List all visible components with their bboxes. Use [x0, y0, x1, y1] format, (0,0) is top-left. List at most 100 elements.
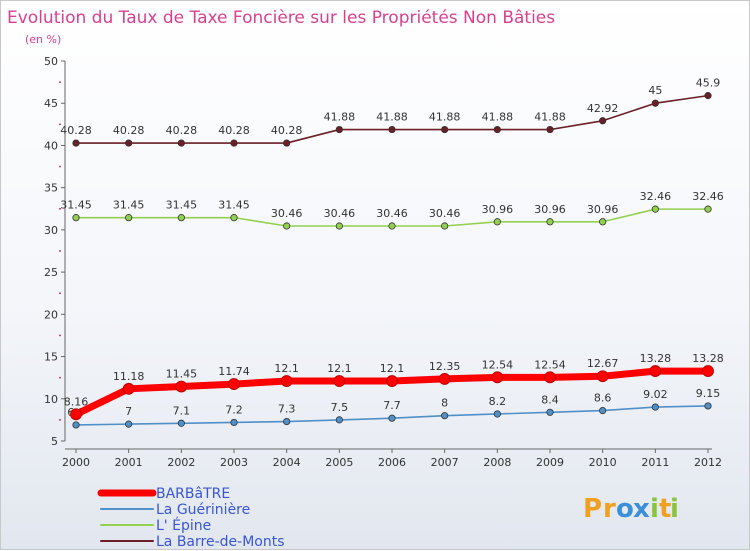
data-label: 31.45: [218, 199, 250, 212]
data-point: [72, 214, 80, 222]
data-point: [70, 408, 82, 421]
data-point: [388, 414, 396, 422]
data-point: [438, 373, 451, 385]
x-tick-label: 2010: [589, 456, 617, 469]
data-label: 31.45: [60, 199, 92, 212]
y-tick-label: 5: [51, 435, 58, 448]
x-tick-label: 2002: [167, 456, 195, 469]
data-label: 11.45: [166, 368, 198, 381]
data-point: [651, 99, 659, 107]
y-tick-label: 10: [44, 393, 58, 406]
data-label: 12.35: [429, 360, 461, 373]
x-tick-label: 2006: [378, 456, 406, 469]
data-label: 30.96: [587, 203, 619, 216]
data-point: [125, 139, 133, 147]
legend-label: BARBâTRE: [156, 486, 230, 502]
data-point: [491, 371, 504, 384]
data-point: [177, 214, 185, 222]
data-label: 30.46: [429, 207, 461, 220]
chart-title: Evolution du Taux de Taxe Foncière sur l…: [7, 8, 555, 28]
data-label: 30.96: [482, 203, 514, 216]
logo-letter: t: [659, 494, 671, 524]
y-tick-label: 40: [44, 139, 58, 152]
data-point: [599, 406, 607, 415]
x-tick-label: 2001: [115, 456, 143, 469]
data-label: 12.1: [380, 362, 405, 375]
logo-letter: r: [603, 494, 616, 524]
data-label: 41.88: [324, 111, 356, 124]
y-tick-label: 50: [44, 55, 58, 68]
data-label: 7.3: [278, 403, 296, 416]
data-label: 45.9: [696, 77, 721, 90]
x-tick-label: 2003: [220, 456, 248, 469]
data-point: [651, 403, 659, 411]
data-label: 41.88: [429, 111, 461, 124]
data-label: 40.28: [166, 124, 198, 137]
data-label: 12.1: [327, 362, 352, 375]
data-label: 7.1: [173, 404, 191, 417]
data-label: 31.45: [113, 199, 145, 212]
legend-item: La Barre-de-Monts: [100, 534, 285, 550]
data-label: 12.67: [587, 357, 619, 370]
data-label: 8.2: [489, 395, 507, 408]
data-label: 40.28: [271, 124, 303, 137]
data-point: [122, 382, 135, 395]
x-tick-label: 2005: [325, 456, 353, 469]
data-label: 41.88: [482, 111, 514, 124]
y-tick-label: 35: [44, 182, 58, 195]
legend-label: L' Épine: [156, 517, 211, 534]
data-point: [283, 139, 291, 147]
logo-letter: x: [633, 494, 650, 524]
data-label: 9.15: [696, 387, 721, 400]
data-label: 41.88: [534, 111, 566, 124]
data-point: [493, 218, 501, 226]
axes: 5 10 15 20 25 30 35 40 45 50 2000 2001 2002 2003 2004 2…: [44, 55, 722, 469]
data-point: [72, 139, 80, 147]
data-label: 45: [648, 84, 662, 97]
data-point: [280, 375, 293, 387]
y-tick-label: 20: [44, 308, 58, 321]
series-l-pine: 31.45 31.45 31.45 31.45 30.46 30.46 30.46 30.46…: [60, 190, 724, 230]
logo-letter: o: [616, 494, 634, 524]
data-label: 30.96: [534, 203, 566, 216]
data-point: [175, 380, 188, 393]
data-point: [335, 222, 343, 230]
legend-item: BARBâTRE: [97, 486, 230, 502]
logo-letter: i: [670, 494, 679, 524]
x-tick-label: 2012: [694, 456, 722, 469]
x-tick-label: 2000: [62, 456, 90, 469]
data-label: 30.46: [271, 207, 303, 220]
y-tick-label: 45: [44, 97, 58, 110]
data-point: [441, 222, 449, 230]
data-label: 32.46: [692, 190, 724, 203]
legend-label: La Guérinière: [156, 502, 250, 518]
data-label: 13.28: [692, 352, 724, 365]
data-point: [335, 416, 343, 424]
data-point: [599, 117, 607, 125]
series-barb-tre: 8.16 11.18 11.45 11.74 12.1 12.1 12.1 12.35 12.5…: [64, 352, 724, 421]
data-label: 40.28: [60, 124, 92, 137]
data-point: [230, 139, 238, 147]
data-point: [333, 375, 346, 387]
data-point: [651, 205, 659, 213]
legend-item: L' Épine: [100, 517, 211, 534]
data-point: [493, 125, 501, 134]
data-label: 8.4: [541, 393, 559, 406]
data-point: [704, 402, 712, 410]
data-label: 30.46: [324, 207, 356, 220]
data-label: 11.74: [218, 365, 250, 378]
x-tick-label: 2009: [536, 456, 564, 469]
data-label: 7.7: [383, 399, 401, 412]
data-label: 41.88: [376, 111, 408, 124]
data-label: 8: [441, 397, 448, 410]
data-point: [388, 125, 396, 134]
data-label: 8.6: [594, 392, 612, 405]
series-layer: 40.28 40.28 40.28 40.28 40.28 41.88 41.88 41.88…: [60, 77, 724, 429]
data-point: [546, 408, 554, 416]
data-point: [544, 371, 556, 384]
logo-letter: i: [650, 494, 659, 524]
data-point: [230, 418, 238, 427]
